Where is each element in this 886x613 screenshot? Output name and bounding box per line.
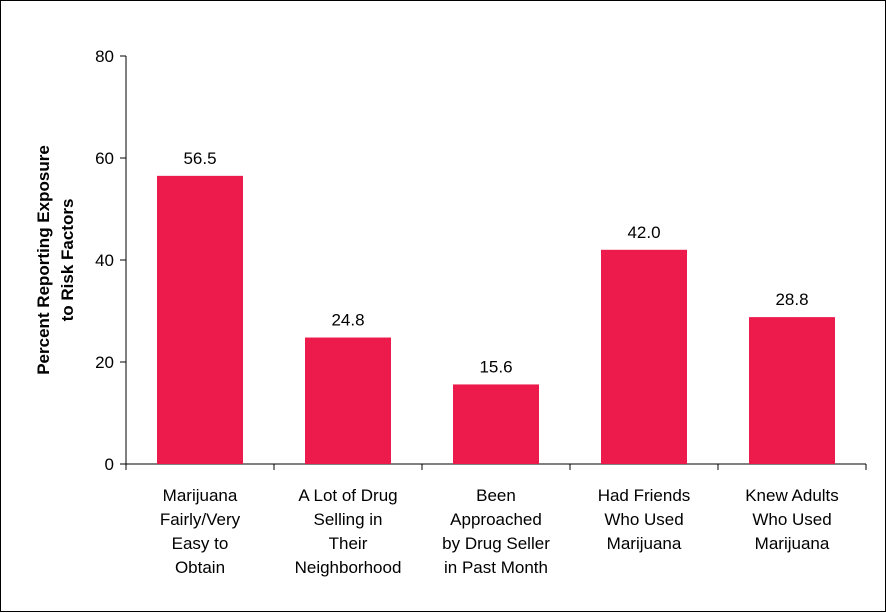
y-axis-label: Percent Reporting Exposure to Risk Factor… <box>34 145 77 375</box>
bar <box>157 175 243 464</box>
y-tick-label: 40 <box>95 251 114 270</box>
data-label: 15.6 <box>479 357 512 376</box>
category-label-line: Neighborhood <box>295 558 402 577</box>
bars <box>157 175 835 464</box>
data-label: 24.8 <box>331 311 364 330</box>
category-label-line: Knew Adults <box>745 486 839 505</box>
category-label-line: Marijuana <box>607 534 682 553</box>
y-tick-label: 20 <box>95 353 114 372</box>
y-axis-title: Percent Reporting Exposure to Risk Factor… <box>34 145 77 375</box>
category-label-line: Selling in <box>314 510 383 529</box>
y-tick-label: 60 <box>95 149 114 168</box>
category-label: Marijuana Fairly/Very Easy to Obtain <box>160 486 241 577</box>
y-axis-title-line: Percent Reporting Exposure <box>34 145 53 375</box>
category-label-line: A Lot of Drug <box>298 486 397 505</box>
category-label-line: Marijuana <box>163 486 238 505</box>
data-labels: 56.5 24.8 15.6 42.0 28.8 <box>183 149 808 377</box>
category-label: A Lot of Drug Selling in Their Neighborhood <box>295 486 402 577</box>
bar <box>749 317 835 464</box>
bar <box>601 249 687 464</box>
category-label-line: Marijuana <box>755 534 830 553</box>
category-label-line: Been <box>476 486 516 505</box>
category-label-line: Approached <box>450 510 542 529</box>
category-label: Knew Adults Who Used Marijuana <box>745 486 839 553</box>
category-label-line: Who Used <box>752 510 831 529</box>
axes: 0 20 40 60 80 <box>95 47 867 474</box>
category-label-line: Who Used <box>604 510 683 529</box>
y-axis-title-line: to Risk Factors <box>58 199 77 322</box>
category-label-line: Fairly/Very <box>160 510 241 529</box>
data-label: 28.8 <box>775 290 808 309</box>
category-label: Been Approached by Drug Seller in Past Mont… <box>442 486 550 577</box>
y-tick-label: 0 <box>105 455 114 474</box>
category-label-line: in Past Month <box>444 558 548 577</box>
bar <box>453 384 539 464</box>
y-tick-label: 80 <box>95 47 114 66</box>
data-label: 56.5 <box>183 149 216 168</box>
category-label-line: by Drug Seller <box>442 534 550 553</box>
category-label-line: Had Friends <box>598 486 691 505</box>
category-label-line: Obtain <box>175 558 225 577</box>
bar <box>305 337 391 464</box>
category-label: Had Friends Who Used Marijuana <box>598 486 691 553</box>
category-labels: Marijuana Fairly/Very Easy to Obtain A Lot o… <box>160 486 839 577</box>
category-label-line: Easy to <box>172 534 229 553</box>
data-label: 42.0 <box>627 223 660 242</box>
category-label-line: Their <box>329 534 368 553</box>
